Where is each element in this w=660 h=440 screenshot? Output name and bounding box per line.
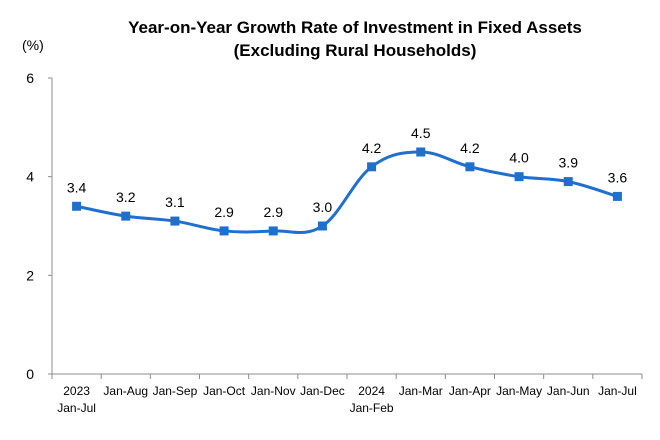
x-tick-label: Jan-Dec (300, 384, 345, 398)
x-tick-label: Jan-May (496, 384, 542, 398)
data-label: 3.9 (559, 155, 579, 171)
x-tick-label: Jan-Jul (598, 384, 637, 398)
y-tick-label: 4 (26, 169, 34, 185)
data-point-marker (268, 226, 278, 236)
series-line (76, 150, 618, 234)
data-point-marker (367, 162, 377, 172)
y-tick-label: 6 (26, 70, 34, 86)
data-label: 4.2 (460, 140, 480, 156)
data-point-marker (465, 162, 475, 172)
data-point-marker (317, 221, 327, 231)
data-point-marker (416, 147, 426, 157)
data-label: 3.1 (165, 194, 185, 210)
data-point-marker (612, 191, 622, 201)
data-label: 4.2 (362, 140, 382, 156)
x-tick-label: 2023 (63, 384, 90, 398)
series (72, 147, 622, 236)
data-point-marker (72, 201, 82, 211)
x-tick-label: Jan-Mar (399, 384, 443, 398)
y-axis-unit-label: (%) (22, 37, 44, 53)
data-label: 3.2 (116, 189, 136, 205)
data-point-marker (219, 226, 229, 236)
data-point-marker (514, 172, 524, 182)
chart-title-line-2: (Excluding Rural Households) (234, 41, 477, 60)
x-tick-label: Jan-Aug (103, 384, 148, 398)
data-label: 2.9 (214, 204, 234, 220)
x-tick-label: Jan-Apr (449, 384, 491, 398)
data-point-marker (121, 211, 131, 221)
x-tick-label-line-2: Jan-Jul (57, 401, 96, 415)
data-label: 2.9 (264, 204, 284, 220)
chart-title-line-1: Year-on-Year Growth Rate of Investment i… (128, 18, 582, 37)
data-label: 3.0 (313, 199, 333, 215)
data-label: 3.4 (67, 179, 87, 195)
x-tick-label: Jan-Sep (153, 384, 198, 398)
y-tick-label: 0 (26, 366, 34, 382)
x-tick-label: Jan-Nov (251, 384, 296, 398)
data-label: 4.0 (509, 150, 529, 166)
data-point-marker (170, 216, 180, 226)
x-tick-label: Jan-Jun (547, 384, 590, 398)
y-tick-label: 2 (26, 267, 34, 283)
data-label: 3.6 (608, 169, 628, 185)
axes: 0 2 4 6 2023 Jan-Jul Jan-Aug Jan-Sep Jan-Oct Jan-… (26, 70, 643, 415)
data-labels: 3.4 3.2 3.1 2.9 2.9 3.0 4.2 4.5 4.2 4.0 3.9 3.6 (67, 125, 628, 220)
x-tick-label: Jan-Oct (203, 384, 246, 398)
data-label: 4.5 (411, 125, 431, 141)
x-tick-label: 2024 (358, 384, 385, 398)
data-point-marker (563, 177, 573, 187)
x-tick-label-line-2: Jan-Feb (350, 401, 394, 415)
